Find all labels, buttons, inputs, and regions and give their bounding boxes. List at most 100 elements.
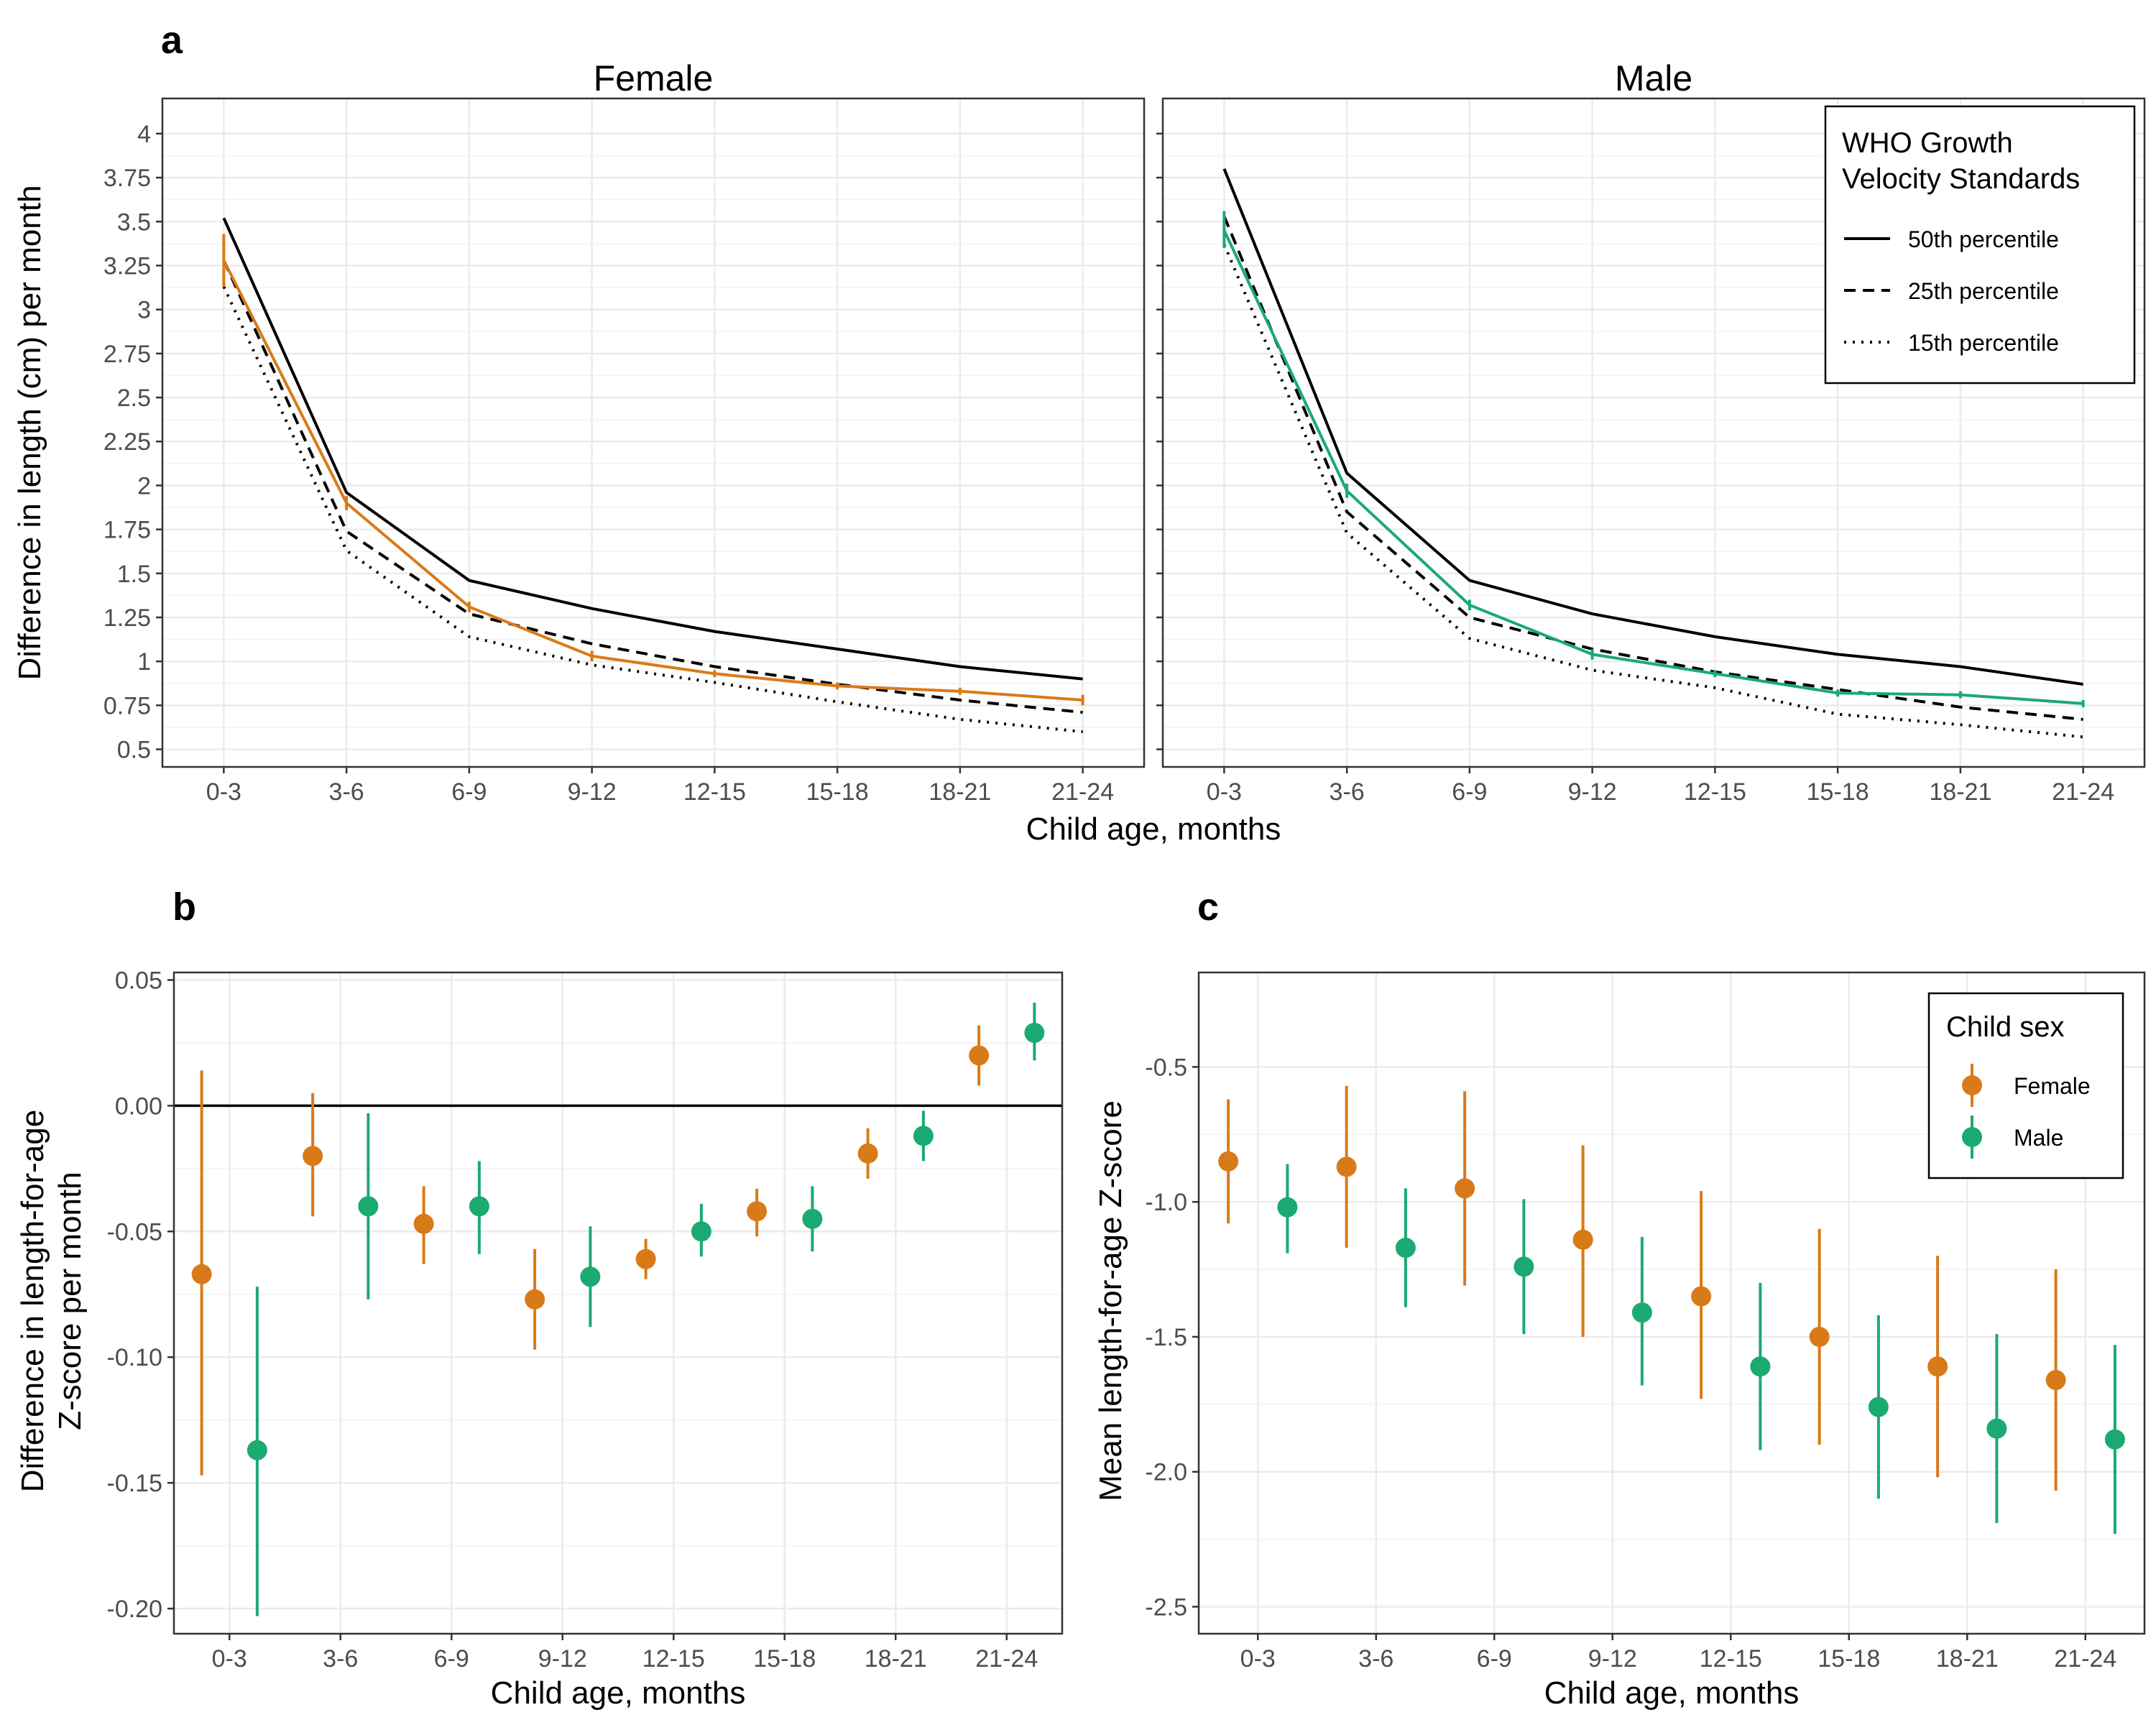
x-tick-label-a-male-15-18: 15-18 [1807,778,1869,806]
y-tick-label-a-female-1-25: 1.25 [103,604,151,632]
chart-c: -0.5 -1.0 -1.5 -2.0 -2.5 0-3 3-6 6-9 9-12 12-15 15… [1093,971,2146,1711]
legend-a-label-50th-percentile: 50th percentile [1908,226,2059,252]
point-b-male-6-9 [469,1196,489,1217]
x-tick-label-a-male-9-12: 9-12 [1568,778,1617,806]
y-tick-label-b-0-05: -0.05 [107,1218,163,1246]
y-axis-title-a: Difference in length (cm) per month [12,185,47,681]
y-tick-label-a-female-3-25: 3.25 [103,253,151,280]
x-axis-title-c: Child age, months [1544,1675,1800,1711]
point-b-male-12-15 [691,1221,711,1242]
chart-a: 0.5 0.75 1 1.25 1.5 1.75 2 2.25 2.5 2.75 3 3.25 3.5 3… [12,58,2146,847]
plot-border-a-female [161,97,1146,768]
legend-c-label-male: Male [2014,1125,2063,1151]
x-tick-label-a-male-3-6: 3-6 [1330,778,1365,806]
facet-title-male: Male [1615,58,1692,98]
point-c-female-6-9 [1455,1178,1475,1199]
x-tick-label-c-0-3: 0-3 [1240,1645,1276,1673]
y-tick-label-b-0-20: -0.20 [107,1596,163,1623]
point-b-female-9-12 [525,1289,545,1310]
x-tick-label-b-0-3: 0-3 [212,1645,247,1673]
x-tick-label-a-male-21-24: 21-24 [2052,778,2114,806]
y-tick-label-b-0-15: -0.15 [107,1470,163,1497]
reference-line-50th-percentile-male [1222,168,2083,686]
point-c-male-18-21 [1986,1418,2007,1439]
point-c-male-3-6 [1395,1238,1416,1259]
point-c-female-9-12 [1572,1229,1593,1250]
y-tick-label-b-0-05: 0.05 [115,967,162,994]
x-tick-label-a-female-6-9: 6-9 [451,778,487,806]
x-tick-label-c-3-6: 3-6 [1358,1645,1393,1673]
point-c-female-0-3 [1218,1151,1239,1172]
point-b-female-15-18 [747,1201,768,1222]
y-axis-title-b-line2: Z-score per month [52,1172,88,1430]
y-tick-label-a-female-3-75: 3.75 [103,165,151,192]
y-tick-label-a-female-4: 4 [137,121,151,148]
plot-border-b [172,971,1064,1635]
point-b-male-0-3 [247,1440,267,1460]
x-tick-label-a-female-18-21: 18-21 [929,778,991,806]
point-b-male-15-18 [802,1208,823,1229]
plot-border-a-male [1161,97,2146,768]
legend-c-label-female: Female [2014,1073,2091,1099]
legend-a-label-15th-percentile: 15th percentile [1908,330,2059,356]
legend-c-key-point-female [1962,1075,1982,1095]
point-b-male-3-6 [358,1196,379,1217]
point-b-male-21-24 [1024,1022,1045,1043]
y-tick-label-a-female-1-5: 1.5 [117,561,151,588]
legend-a-box [1824,105,2136,385]
x-tick-label-b-12-15: 12-15 [642,1645,705,1673]
y-tick-label-a-female-0-75: 0.75 [103,692,151,719]
point-c-female-21-24 [2045,1370,2066,1391]
point-c-female-15-18 [1809,1326,1830,1347]
point-b-female-6-9 [413,1213,434,1234]
y-tick-label-a-female-1-75: 1.75 [103,517,151,544]
plot-background-b [174,972,1062,1634]
reference-line-50th-percentile-female [222,217,1083,681]
y-tick-label-a-female-2: 2 [137,472,151,500]
y-tick-label-a-female-0-5: 0.5 [117,737,151,764]
y-tick-label-b-0-00: 0.00 [115,1092,162,1120]
x-tick-label-a-male-18-21: 18-21 [1929,778,1991,806]
panel-label-c: c [1197,886,1219,929]
point-b-female-18-21 [857,1143,878,1164]
x-tick-label-b-9-12: 9-12 [538,1645,587,1673]
x-tick-label-a-female-9-12: 9-12 [568,778,617,806]
legend-a-title-line1: WHO Growth [1842,127,2013,159]
point-c-female-18-21 [1927,1356,1948,1377]
x-tick-label-a-female-3-6: 3-6 [329,778,364,806]
point-b-female-3-6 [303,1146,323,1167]
x-tick-label-b-15-18: 15-18 [753,1645,816,1673]
x-tick-label-a-male-6-9: 6-9 [1452,778,1487,806]
y-tick-label-a-female-2-75: 2.75 [103,341,151,368]
x-tick-label-a-male-0-3: 0-3 [1207,778,1242,806]
legend-a-label-25th-percentile: 25th percentile [1908,278,2059,304]
observed-line-male [1222,229,2083,705]
point-b-female-0-3 [191,1264,212,1284]
y-tick-label-c-0-5: -0.5 [1145,1054,1187,1081]
x-tick-label-c-21-24: 21-24 [2054,1645,2116,1673]
x-tick-label-b-6-9: 6-9 [434,1645,469,1673]
x-tick-label-c-18-21: 18-21 [1936,1645,1999,1673]
reference-line-25th-percentile-female [222,259,1083,714]
point-c-male-6-9 [1514,1256,1534,1277]
x-tick-label-b-21-24: 21-24 [975,1645,1038,1673]
x-axis-title-b: Child age, months [491,1675,746,1711]
plot-border-c [1197,971,2146,1635]
legend-c-key-point-male [1962,1127,1982,1147]
x-tick-label-c-9-12: 9-12 [1588,1645,1637,1673]
x-tick-label-a-female-12-15: 12-15 [683,778,746,806]
point-b-female-21-24 [969,1045,990,1066]
panel-label-a: a [161,19,183,62]
x-tick-label-c-15-18: 15-18 [1818,1645,1880,1673]
observed-line-female [222,259,1083,702]
y-tick-label-c-1-0: -1.0 [1145,1189,1187,1216]
y-tick-label-c-2-5: -2.5 [1145,1593,1187,1621]
point-b-male-9-12 [580,1266,601,1287]
y-axis-title-b-line1: Difference in length-for-age [15,1110,50,1492]
point-c-male-21-24 [2104,1429,2125,1450]
y-tick-label-a-female-1: 1 [137,648,151,676]
panel-label-b: b [172,886,196,929]
y-tick-label-a-female-2-5: 2.5 [117,385,151,412]
y-tick-label-c-2-0: -2.0 [1145,1459,1187,1486]
